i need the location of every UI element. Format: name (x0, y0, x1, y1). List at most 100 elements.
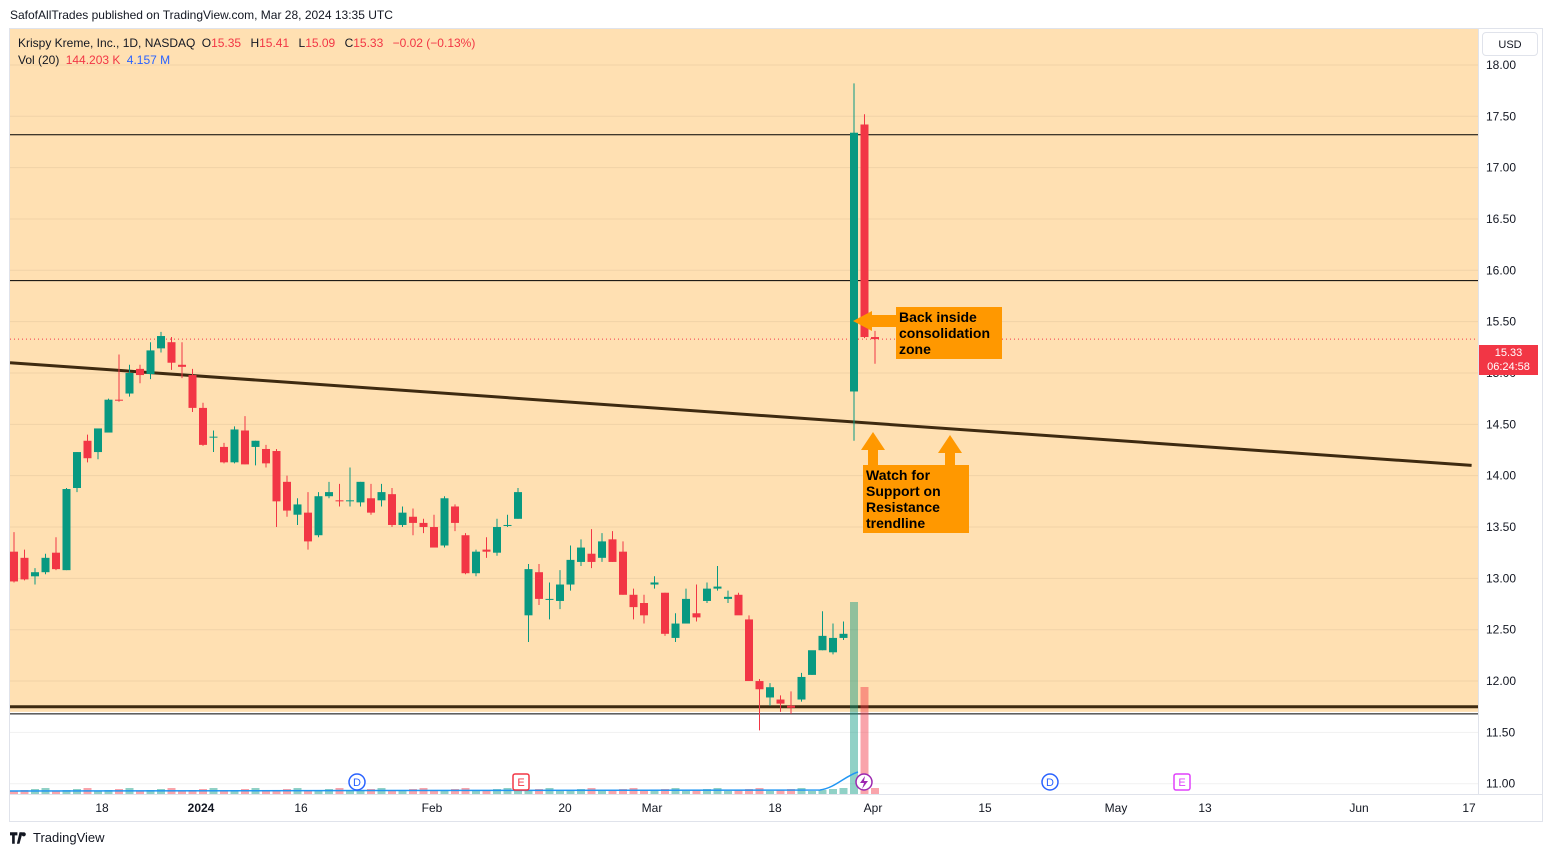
candle (251, 440, 260, 466)
volume-bar (472, 791, 480, 794)
currency-button[interactable]: USD (1482, 32, 1538, 56)
candle-body (860, 124, 869, 338)
time-tick-label: 18 (95, 801, 109, 815)
candle (577, 539, 585, 567)
support-annotation[interactable]: Watch for Support on Resistance trendlin… (863, 465, 969, 533)
candle (850, 83, 858, 441)
candle (199, 402, 207, 446)
candle (566, 545, 575, 591)
candle (545, 582, 554, 620)
candle-body (671, 623, 680, 638)
time-tick-label: Apr (864, 801, 883, 815)
candle-body (356, 481, 365, 503)
candle (146, 342, 155, 380)
candle-body (377, 492, 386, 501)
candle (650, 576, 659, 589)
candle (703, 582, 711, 604)
brand-name: TradingView (33, 830, 105, 845)
dividend-upcoming-marker-icon: D (1041, 773, 1059, 791)
legend-change: −0.02 (−0.13%) (392, 36, 476, 50)
volume-bar (346, 791, 354, 794)
volume-ma-line (9, 771, 859, 792)
candle-body (545, 598, 554, 600)
candle (818, 611, 827, 651)
volume-bar (661, 789, 669, 794)
chart-frame (9, 28, 1543, 822)
volume-bar (692, 790, 701, 794)
candle-body (157, 336, 165, 349)
candle-body (451, 506, 459, 523)
tradingview-logo-icon (10, 831, 26, 844)
price-tick-label: 17.00 (1486, 161, 1516, 175)
volume-bar (598, 791, 606, 794)
candle (503, 514, 512, 528)
volume-bar (860, 687, 869, 794)
price-tick-label: 12.00 (1486, 674, 1516, 688)
price-tick-label: 17.50 (1486, 109, 1516, 123)
candle (797, 672, 806, 702)
candle-body (440, 498, 449, 546)
candle (409, 508, 417, 536)
candle-body (556, 584, 564, 601)
volume-bar (482, 790, 491, 794)
candle-body (220, 446, 228, 463)
candle-body (461, 535, 470, 574)
price-scale-divider (1478, 28, 1479, 794)
legend-symbol[interactable]: Krispy Kreme, Inc., 1D, NASDAQ (18, 36, 196, 50)
volume-bar (755, 788, 764, 794)
candle (430, 514, 438, 548)
candle (136, 364, 144, 384)
candle-body (640, 603, 648, 616)
time-tick-label: May (1105, 801, 1128, 815)
candle (724, 590, 732, 604)
candle-body (62, 489, 71, 571)
dividend-marker-icon: D (348, 773, 366, 791)
time-scale-divider (9, 794, 1543, 795)
volume-bar (682, 791, 690, 794)
candle-body (482, 549, 491, 552)
volume-bar (703, 789, 711, 794)
legend-low: L15.09 (298, 36, 336, 50)
volume-bar (10, 791, 18, 794)
volume-bar (451, 789, 459, 794)
volume-bar (797, 788, 806, 794)
candle-body (608, 539, 617, 562)
volume-bar (776, 790, 785, 794)
time-tick-label: 18 (768, 801, 782, 815)
candle (125, 364, 134, 397)
legend-volume-label[interactable]: Vol (20) (18, 53, 60, 67)
candle-body (839, 633, 848, 638)
earnings-upcoming-marker-icon-shape (1173, 773, 1191, 791)
volume-bar (566, 790, 575, 794)
candle (230, 426, 239, 464)
candle-body (430, 527, 438, 548)
time-tick-label: Mar (642, 801, 663, 815)
tradingview-branding[interactable]: TradingView (10, 830, 105, 845)
candle (52, 537, 60, 571)
candle (283, 475, 291, 517)
volume-bar (178, 791, 186, 794)
candle-body (745, 619, 753, 682)
legend-high: H15.41 (250, 36, 290, 50)
publisher-line: SafofAllTrades published on TradingView.… (10, 8, 393, 22)
candle (241, 416, 249, 465)
candle-body (367, 498, 375, 513)
candle-body (20, 557, 29, 580)
candle-body (230, 429, 239, 463)
volume-bar (220, 791, 228, 794)
candle (766, 683, 774, 706)
volume-bar (829, 789, 837, 794)
bar-countdown: 06:24:58 (1487, 361, 1530, 373)
candle-body (304, 512, 312, 542)
volume-bar (787, 789, 795, 794)
volume-bar (409, 789, 417, 794)
consolidation-zone-1 (10, 280, 1478, 712)
candle-body (346, 500, 354, 502)
arrow-up-annotation-1 (861, 432, 885, 465)
consolidation-annotation[interactable]: Back inside consolidation zone (896, 307, 1002, 359)
candle (493, 518, 501, 556)
arrow-up-annotation-2 (938, 435, 962, 465)
legend-volume-ma: 4.157 M (126, 53, 171, 67)
volume-bar (671, 788, 680, 794)
